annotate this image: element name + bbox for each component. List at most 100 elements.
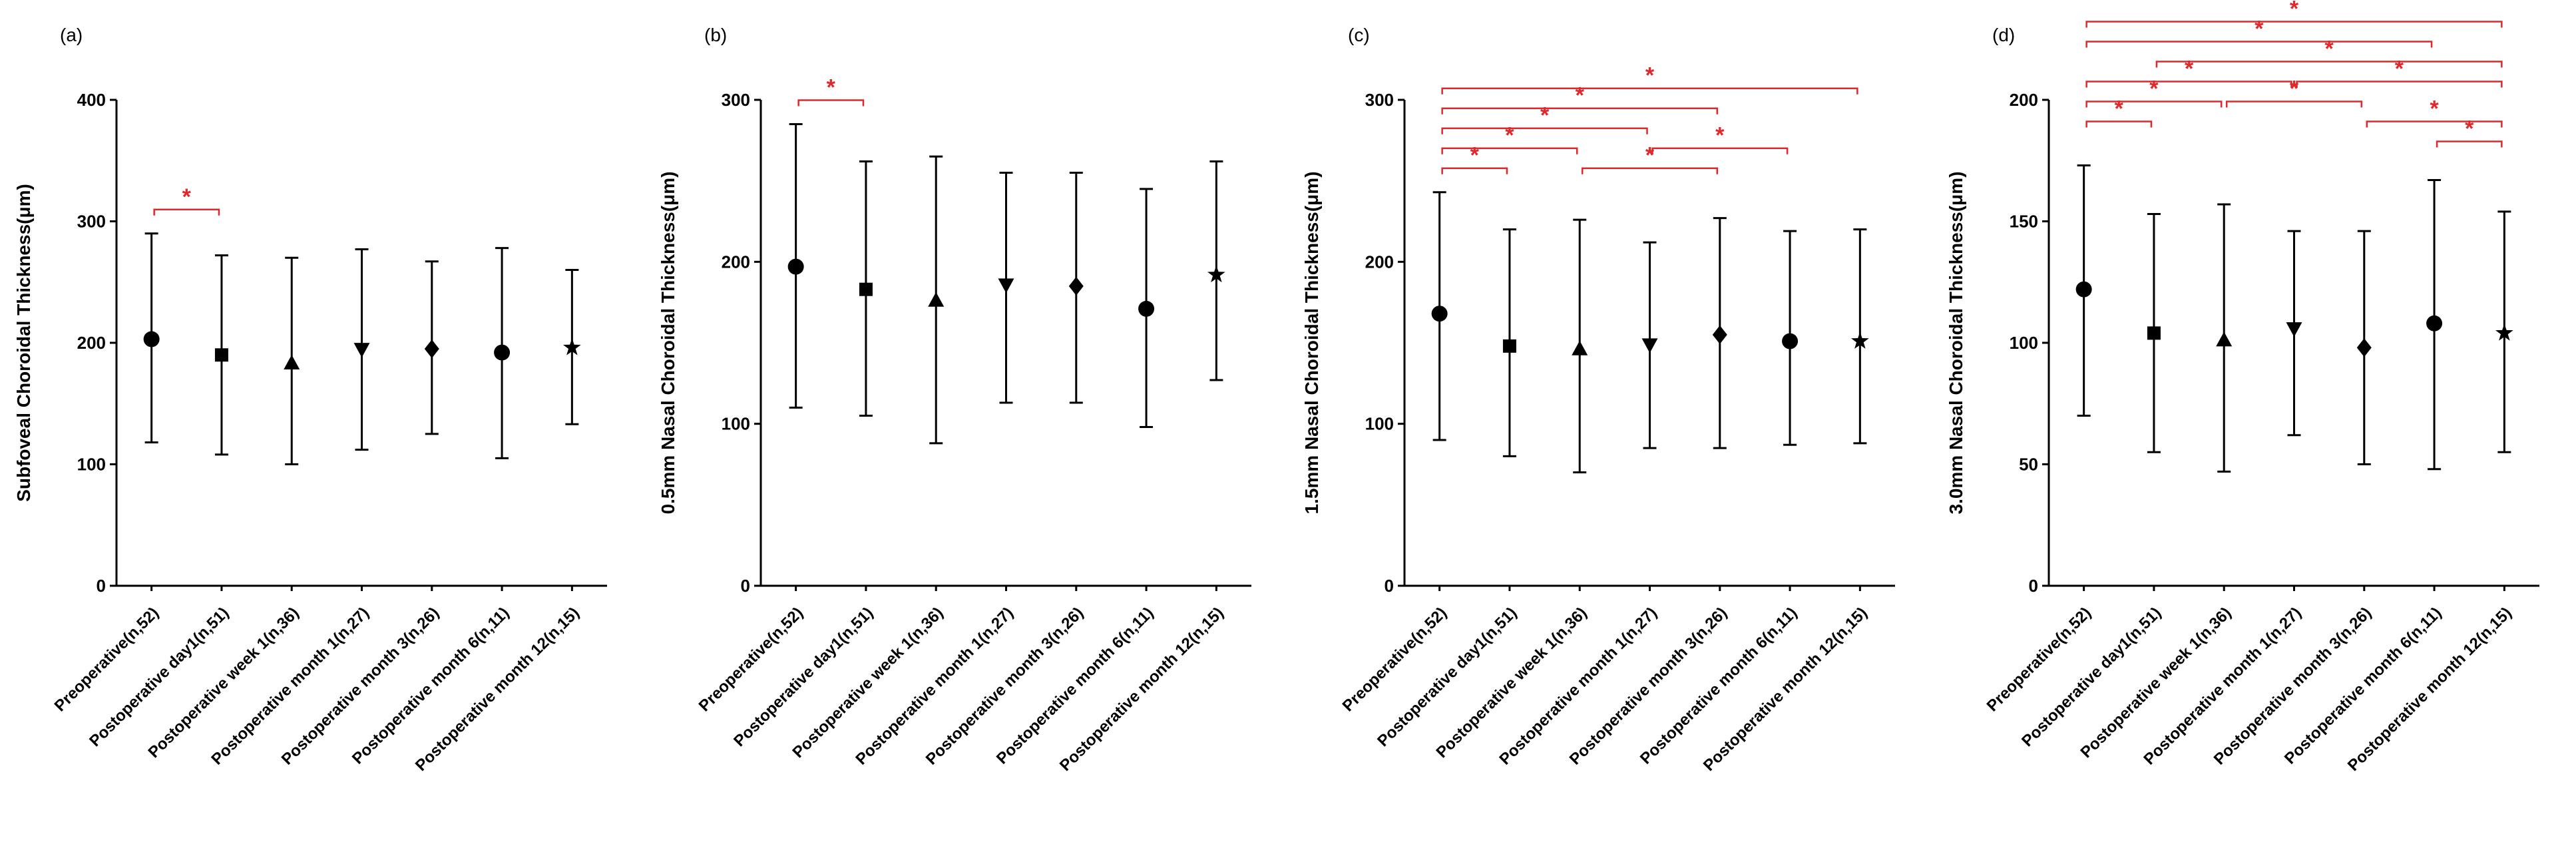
- marker-triangle-down: [1641, 338, 1658, 353]
- significance-asterisk: *: [2430, 97, 2439, 122]
- x-category-label: Postoperative week 1(n,36): [789, 604, 947, 761]
- y-tick-label: 300: [1365, 90, 1394, 110]
- significance-asterisk: *: [1576, 83, 1585, 108]
- x-category-label: Postoperative day1(n,51): [730, 604, 877, 750]
- significance-asterisk: *: [1715, 123, 1725, 148]
- significance-bracket: [1441, 107, 1719, 114]
- significance-bracket: [1441, 127, 1648, 134]
- significance-bracket: [1441, 147, 1578, 154]
- marker-circle: [1782, 333, 1799, 349]
- y-axis-title: 3.0mm Nasal Choroidal Thickness(μm): [1946, 171, 1966, 514]
- significance-asterisk: *: [2254, 17, 2264, 42]
- marker-circle: [2426, 315, 2442, 331]
- y-axis-title: 0.5mm Nasal Choroidal Thickness(μm): [658, 171, 678, 514]
- marker-star: [2495, 324, 2513, 341]
- marker-star: [1207, 265, 1225, 283]
- significance-asterisk: *: [1645, 143, 1655, 168]
- significance-bracket: [2436, 140, 2503, 148]
- significance-bracket: [2295, 81, 2503, 88]
- significance-bracket: [1441, 167, 1508, 174]
- significance-asterisk: *: [1540, 103, 1550, 128]
- y-tick-label: 0: [1385, 576, 1394, 596]
- marker-triangle-down: [353, 343, 370, 358]
- marker-circle: [1431, 306, 1448, 322]
- y-axis-title: Subfoveal Choroidal Thickness(μm): [13, 184, 34, 502]
- marker-square: [2147, 326, 2161, 340]
- significance-asterisk: *: [2394, 57, 2404, 82]
- significance-bracket: [2366, 120, 2503, 128]
- significance-asterisk: *: [2324, 37, 2334, 62]
- marker-diamond: [1068, 276, 1084, 296]
- significance-bracket: [2155, 61, 2503, 68]
- marker-circle: [2075, 281, 2092, 298]
- y-tick-label: 100: [1365, 414, 1394, 434]
- panel-label: (a): [60, 25, 83, 45]
- significance-asterisk: *: [1470, 143, 1480, 168]
- x-category-label: Postoperative week 1(n,36): [144, 604, 302, 761]
- marker-star: [563, 338, 581, 355]
- y-tick-label: 0: [2028, 576, 2038, 596]
- significance-asterisk: *: [826, 75, 835, 101]
- panel-c: 0 100 200 300 Preoperative(n,52) Postoperativ…: [1288, 0, 1932, 866]
- marker-triangle-up: [284, 355, 300, 370]
- significance-bracket: [2085, 101, 2222, 108]
- y-tick-label: 0: [740, 576, 750, 596]
- x-category-label: Postoperative day1(n,51): [2018, 604, 2165, 750]
- marker-square: [859, 282, 873, 296]
- panel-label: (c): [1348, 25, 1370, 45]
- significance-asterisk: *: [1645, 63, 1655, 89]
- y-tick-label: 200: [721, 252, 750, 272]
- significance-bracket: [2085, 81, 2292, 88]
- marker-diamond: [2356, 338, 2372, 357]
- significance-asterisk: *: [2289, 77, 2298, 102]
- marker-triangle-down: [2286, 322, 2302, 337]
- marker-triangle-up: [2215, 331, 2232, 347]
- panel-b: 0 100 200 300 Preoperative(n,52) Postoperativ…: [644, 0, 1289, 866]
- panel-b-chart: 0100200300Preoperative(n,52)Postoperativ…: [658, 25, 1251, 775]
- x-category-label: Postoperative week 1(n,36): [1432, 604, 1590, 761]
- significance-bracket: [2225, 101, 2362, 108]
- y-tick-label: 300: [721, 90, 750, 110]
- significance-bracket: [1651, 147, 1789, 154]
- significance-bracket: [797, 99, 864, 107]
- panel-a: 0 100 200 300 400 Preoperative(n,52) Postopera…: [0, 0, 644, 866]
- panel-d: 0 50 100 150 200 Preoperative(n,52) Postoperat…: [1932, 0, 2576, 866]
- significance-bracket: [153, 208, 220, 216]
- x-category-label: Postoperative week 1(n,36): [2077, 604, 2235, 761]
- significance-asterisk: *: [182, 184, 192, 210]
- y-tick-label: 200: [1365, 252, 1394, 272]
- y-tick-label: 300: [77, 212, 106, 232]
- y-tick-label: 100: [721, 414, 750, 434]
- marker-square: [1502, 339, 1516, 353]
- panel-d-chart: 050100150200Preoperative(n,52)Postoperat…: [1946, 0, 2539, 775]
- y-tick-label: 200: [2009, 90, 2038, 110]
- x-category-label: Postoperative day1(n,51): [1374, 604, 1520, 750]
- panel-a-chart: 0100200300400Preoperative(n,52)Postopera…: [13, 25, 607, 775]
- y-tick-label: 100: [2009, 333, 2038, 353]
- significance-asterisk: *: [2114, 97, 2123, 122]
- panel-c-chart: 0100200300Preoperative(n,52)Postoperativ…: [1301, 25, 1895, 775]
- marker-triangle-up: [1572, 340, 1588, 355]
- significance-asterisk: *: [1505, 123, 1514, 148]
- significance-asterisk: *: [2149, 77, 2159, 102]
- marker-diamond: [1712, 325, 1727, 344]
- marker-circle: [143, 331, 160, 347]
- y-tick-label: 150: [2009, 212, 2038, 232]
- significance-asterisk: *: [2465, 116, 2474, 142]
- significance-bracket: [1581, 167, 1719, 174]
- y-tick-label: 0: [97, 576, 106, 596]
- marker-square: [214, 348, 228, 362]
- significance-bracket: [2085, 21, 2503, 28]
- marker-circle: [494, 344, 511, 361]
- marker-star: [1851, 331, 1869, 349]
- significance-bracket: [2085, 120, 2152, 128]
- significance-bracket: [2085, 41, 2432, 48]
- significance-asterisk: *: [2184, 57, 2193, 82]
- y-axis-title: 1.5mm Nasal Choroidal Thickness(μm): [1301, 171, 1322, 514]
- marker-circle: [1138, 300, 1154, 317]
- significance-bracket: [1441, 87, 1858, 95]
- x-category-label: Postoperative day1(n,51): [86, 604, 232, 750]
- y-tick-label: 50: [2019, 455, 2038, 475]
- marker-triangle-up: [927, 292, 944, 307]
